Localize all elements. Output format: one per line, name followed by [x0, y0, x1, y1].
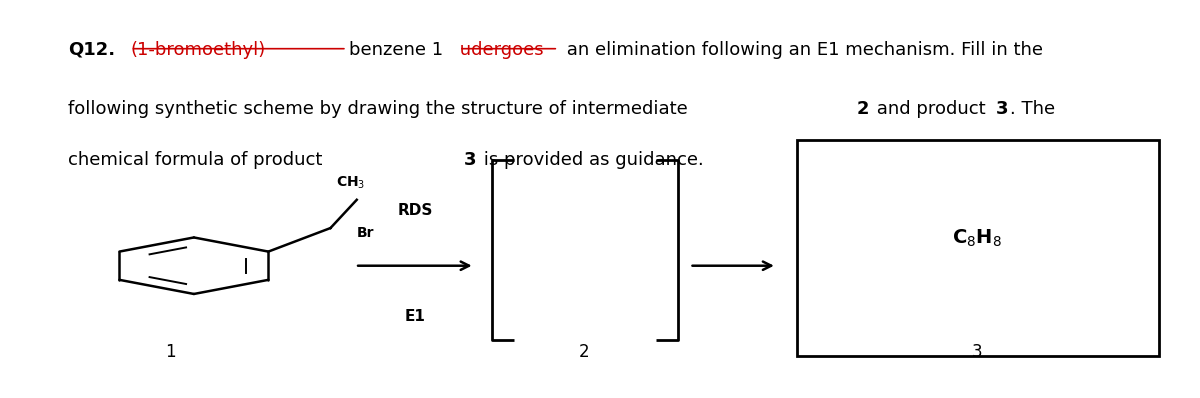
Text: Br: Br: [356, 226, 374, 240]
Bar: [797, 140, 1159, 356]
Text: 3: 3: [995, 100, 1008, 118]
Text: and product: and product: [871, 100, 991, 118]
Text: C$_8$H$_8$: C$_8$H$_8$: [953, 228, 1002, 249]
Text: 2: 2: [580, 343, 589, 361]
Text: 1: 1: [164, 343, 175, 361]
Text: benzene 1: benzene 1: [349, 41, 443, 59]
Text: 3: 3: [464, 151, 476, 169]
Text: 2: 2: [857, 100, 869, 118]
Text: . The: . The: [1009, 100, 1055, 118]
Text: following synthetic scheme by drawing the structure of intermediate: following synthetic scheme by drawing th…: [68, 100, 694, 118]
Text: an elimination following an E1 mechanism. Fill in the: an elimination following an E1 mechanism…: [560, 41, 1043, 59]
Text: (1-bromoethyl): (1-bromoethyl): [131, 41, 266, 59]
Text: udergoes: udergoes: [455, 41, 544, 59]
Text: 3: 3: [972, 343, 983, 361]
Text: chemical formula of product: chemical formula of product: [68, 151, 329, 169]
Text: is provided as guidance.: is provided as guidance.: [478, 151, 704, 169]
Text: RDS: RDS: [397, 203, 432, 218]
Text: E1: E1: [404, 309, 425, 324]
Text: Q12.: Q12.: [68, 41, 115, 59]
Text: CH$_3$: CH$_3$: [336, 175, 366, 191]
